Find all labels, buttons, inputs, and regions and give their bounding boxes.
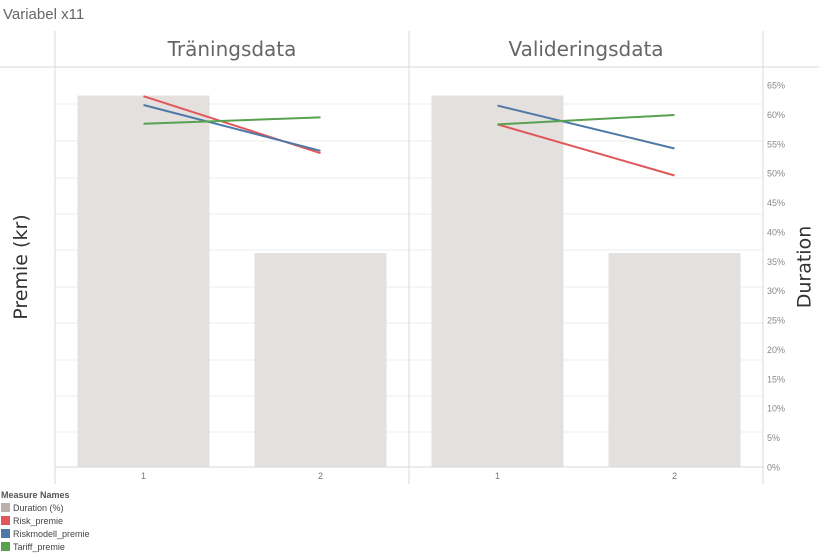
- series-line-tariff-premie: [143, 116, 321, 125]
- y-tick-label: 0%: [767, 463, 780, 473]
- y-tick-label: 10%: [767, 404, 785, 414]
- legend-item-risk-premie[interactable]: Risk_premie: [1, 514, 90, 527]
- legend-swatch-duration: [1, 503, 10, 512]
- duration-bar: [431, 95, 564, 467]
- series-line-risk-premie: [497, 123, 675, 177]
- y-tick-label: 30%: [767, 286, 785, 296]
- y-tick-label: 20%: [767, 345, 785, 355]
- frame-layer: [0, 31, 819, 484]
- y-tick-label: 40%: [767, 227, 785, 237]
- y-tick-label: 35%: [767, 257, 785, 267]
- panel-title: Träningsdata: [167, 37, 297, 61]
- legend-label-risk-premie: Risk_premie: [13, 515, 64, 526]
- duration-bar: [77, 95, 210, 467]
- legend-item-duration[interactable]: Duration (%): [1, 501, 90, 514]
- y-tick-label: 15%: [767, 374, 785, 384]
- legend-swatch-tariff-premie: [1, 542, 10, 551]
- y-right-axis-label: Duration: [794, 226, 816, 309]
- duration-bar: [254, 253, 387, 467]
- legend-item-riskmodell-premie[interactable]: Riskmodell_premie: [1, 527, 90, 540]
- x-tick-label: 2: [318, 471, 323, 481]
- lines-layer: [143, 95, 675, 177]
- bars-layer: [77, 95, 741, 467]
- series-line-tariff-premie: [497, 113, 675, 126]
- legend-label-tariff-premie: Tariff_premie: [13, 541, 65, 552]
- series-line-riskmodell-premie: [143, 104, 321, 152]
- x-tick-label: 1: [495, 471, 500, 481]
- legend-title: Measure Names: [1, 490, 70, 500]
- legend-swatch-risk-premie: [1, 516, 10, 525]
- y-tick-label: 50%: [767, 169, 785, 179]
- legend-item-tariff-premie[interactable]: Tariff_premie: [1, 540, 90, 553]
- x-tick-label: 1: [141, 471, 146, 481]
- y-tick-label: 25%: [767, 316, 785, 326]
- duration-bar: [608, 253, 741, 467]
- legend-label-riskmodell-premie: Riskmodell_premie: [13, 528, 90, 539]
- y-tick-label: 65%: [767, 81, 785, 91]
- y-tick-label: 55%: [767, 139, 785, 149]
- legend: Measure Names Duration (%) Risk_premie R…: [1, 490, 90, 553]
- panel-title: Valideringsdata: [508, 37, 663, 61]
- x-tick-label: 2: [672, 471, 677, 481]
- y-tick-label: 60%: [767, 110, 785, 120]
- series-line-riskmodell-premie: [497, 104, 675, 150]
- y-tick-label: 5%: [767, 433, 780, 443]
- y-tick-label: 45%: [767, 198, 785, 208]
- page-title: Variabel x11: [3, 6, 85, 23]
- legend-label-duration: Duration (%): [13, 502, 64, 513]
- y-left-axis-label: Premie (kr): [10, 214, 32, 319]
- legend-swatch-riskmodell-premie: [1, 529, 10, 538]
